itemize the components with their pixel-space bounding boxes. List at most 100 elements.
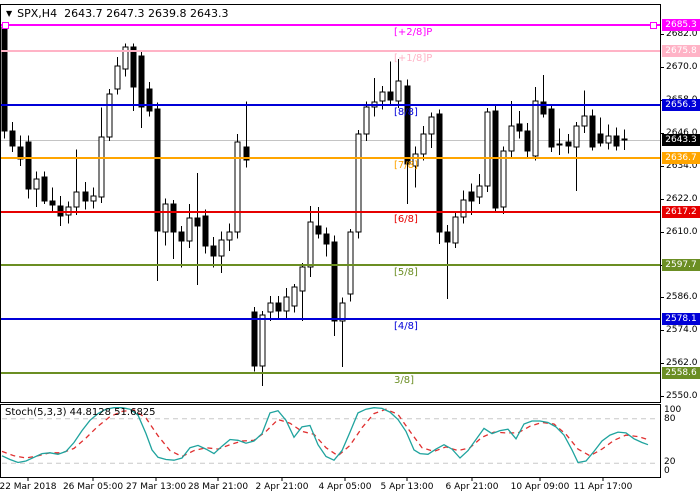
candle-bull [379, 91, 386, 102]
stochastic-panel[interactable] [0, 404, 661, 478]
candle-bull [73, 191, 80, 208]
level-line-6-8[interactable] [1, 211, 660, 213]
candle-bull [98, 136, 105, 198]
candle-bull [347, 231, 354, 295]
price-tick-label: 2634.0 [666, 161, 698, 171]
candle-bear [524, 130, 531, 152]
price-tick-mark [660, 232, 664, 233]
price-badge-2558-6: 2558.6 [662, 367, 700, 379]
candle-bear [597, 133, 604, 144]
candle-bear [202, 215, 209, 247]
candle-bull [412, 153, 419, 167]
time-axis-label: 27 Mar 13:00 [125, 482, 187, 492]
candle-bear [404, 85, 411, 165]
candle-bull [299, 266, 306, 292]
symbol-dropdown-icon[interactable]: ▼ [6, 9, 13, 18]
candle-bull [234, 141, 241, 233]
price-tick-mark [660, 330, 664, 331]
candle-bull [267, 302, 274, 313]
price-badge-2656-3: 2656.3 [662, 99, 700, 111]
candle-bull [226, 231, 233, 241]
candle-bear [613, 135, 620, 147]
price-tick-mark [660, 67, 664, 68]
candle-bull [291, 286, 298, 307]
candle-bull [484, 111, 491, 187]
stoch-scale-label-100: 100 [664, 405, 682, 415]
price-tick-label: 2562.0 [666, 358, 698, 368]
time-axis-label: 5 Apr 13:00 [380, 482, 434, 492]
level-label-1-8-p: [+1/8]P [394, 53, 433, 64]
price-tick-label: 2574.0 [666, 325, 698, 335]
candle-bull [428, 116, 435, 135]
price-badge-2578-1: 2578.1 [662, 313, 700, 325]
time-axis-label: 11 Apr 17:00 [573, 482, 633, 492]
price-tick-label: 2586.0 [666, 292, 698, 302]
level-label-6-8: [6/8] [394, 214, 418, 225]
level-label-7-8: [7/8] [394, 160, 418, 171]
candle-bear [9, 130, 16, 147]
stoch-signal-line [1, 408, 649, 459]
level-line-1-8-p[interactable] [1, 50, 660, 52]
level-line-8-8[interactable] [1, 104, 660, 106]
level-label-8-8: [8/8] [394, 107, 418, 118]
price-tick-label: 2670.0 [666, 62, 698, 72]
price-tick-label: 2550.0 [666, 391, 698, 401]
candle-bear [243, 146, 250, 161]
candle-bear [170, 203, 177, 233]
stochastic-caption: Stoch(5,3,3) 44.8128 51.6825 [5, 407, 156, 418]
candle-bull [508, 125, 515, 152]
candle-bear [82, 191, 89, 202]
candle-bear [589, 115, 596, 148]
level-line-7-8[interactable] [1, 157, 660, 159]
candle-bear [251, 311, 258, 367]
stoch-scale-label-0: 0 [664, 466, 670, 476]
candle-bull [339, 302, 346, 322]
candle-bear [556, 143, 563, 146]
candle-bear [25, 141, 32, 190]
price-tick-label: 2622.0 [666, 194, 698, 204]
current-price-line [1, 140, 660, 141]
symbol-period-label: SPX,H4 [17, 7, 58, 20]
candle-bear [17, 146, 24, 160]
candle-bull [452, 216, 459, 244]
chart-title: ▼ SPX,H4 2643.7 2647.3 2639.8 2643.3 [6, 7, 229, 20]
level-line-5-8[interactable] [1, 264, 660, 266]
price-badge-2617-2: 2617.2 [662, 206, 700, 218]
level-line-4-8[interactable] [1, 318, 660, 320]
candle-bear [444, 231, 451, 243]
line-handle-right[interactable] [650, 22, 657, 29]
candle-bear [492, 110, 499, 209]
candle-bull [106, 93, 113, 138]
price-tick-label: 2646.0 [666, 128, 698, 138]
level-line-2-8-p[interactable] [1, 24, 660, 26]
time-axis-label: 6 Apr 21:00 [445, 482, 499, 492]
level-label-2-8-p: [+2/8]P [394, 27, 433, 38]
price-tick-label: 2682.0 [666, 29, 698, 39]
stoch-main-line [1, 407, 649, 464]
line-handle-left[interactable] [2, 22, 9, 29]
candle-bull [500, 150, 507, 208]
price-tick-mark [660, 166, 664, 167]
level-line-3-8[interactable] [1, 372, 660, 374]
price-tick-mark [660, 396, 664, 397]
price-tick-mark [660, 34, 664, 35]
stoch-scale-label-80: 80 [664, 414, 676, 424]
candle-bull [420, 133, 427, 155]
time-axis-label: 4 Apr 05:00 [318, 482, 372, 492]
price-badge-2636-7: 2636.7 [662, 152, 700, 164]
candle-bear [315, 225, 322, 235]
candle-bear [436, 113, 443, 233]
ohlc-readout: 2643.7 2647.3 2639.8 2643.3 [64, 7, 229, 20]
candle-bear [621, 138, 628, 141]
time-axis-label: 26 Mar 05:00 [62, 482, 124, 492]
price-badge-2685-3: 2685.3 [662, 19, 700, 31]
candle-bear [1, 26, 8, 132]
price-chart-panel[interactable] [0, 4, 661, 403]
candle-bear [146, 88, 153, 112]
candle-bull [283, 296, 290, 312]
candle-bear [565, 141, 572, 147]
price-badge-2675-8: 2675.8 [662, 45, 700, 57]
time-axis-label: 28 Mar 21:00 [187, 482, 249, 492]
